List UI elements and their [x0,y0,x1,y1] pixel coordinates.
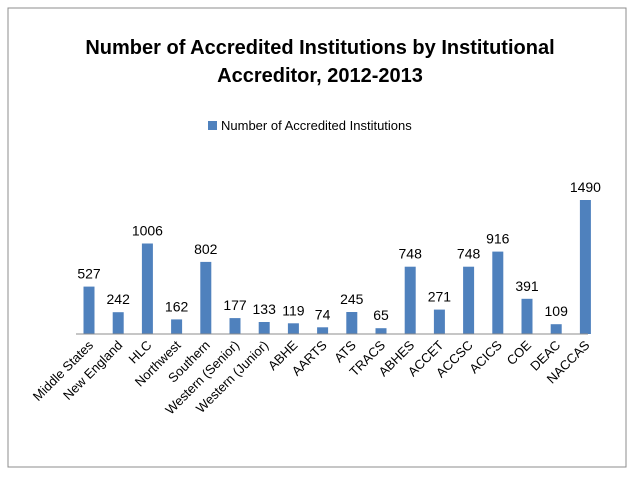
bar [579,200,591,334]
data-label: 74 [315,306,331,322]
data-label: 133 [253,301,277,317]
bar [317,327,329,334]
bar [112,312,124,334]
chart-title-line-1: Number of Accredited Institutions by Ins… [85,37,554,59]
data-label: 109 [545,303,569,319]
data-label: 748 [399,246,423,262]
data-label: 916 [486,231,510,247]
data-label: 177 [223,297,247,313]
legend-swatch [208,121,217,130]
bar [550,324,562,334]
bar [141,243,153,334]
bar [433,309,445,334]
data-label: 802 [194,241,218,257]
bar [521,298,533,334]
bar [83,286,95,334]
data-label: 748 [457,246,481,262]
bar [346,312,358,334]
data-label: 391 [515,278,539,294]
bar [463,266,475,334]
chart-title-line-2: Accreditor, 2012-2013 [217,65,423,87]
chart-frame [7,7,627,468]
data-labels: 527 242 1006 162 802 177 133 119 74 245 65 748 271 74… [77,179,601,323]
data-label: 65 [373,307,389,323]
bar [492,251,504,334]
data-label: 119 [282,302,305,318]
bar [171,319,183,334]
data-label: 245 [340,291,364,307]
bar [258,322,270,334]
data-label: 271 [428,289,452,305]
data-label: 527 [77,266,101,282]
legend-label: Number of Accredited Institutions [221,118,412,133]
bars [83,200,591,334]
data-label: 1490 [570,179,601,195]
bar [200,261,212,334]
bar [375,328,387,334]
bar [287,323,299,334]
legend: Number of Accredited Institutions [208,118,412,133]
bar [229,318,241,334]
data-label: 162 [165,298,189,314]
data-label: 1006 [132,223,163,239]
bar [404,266,416,334]
data-label: 242 [107,291,131,307]
